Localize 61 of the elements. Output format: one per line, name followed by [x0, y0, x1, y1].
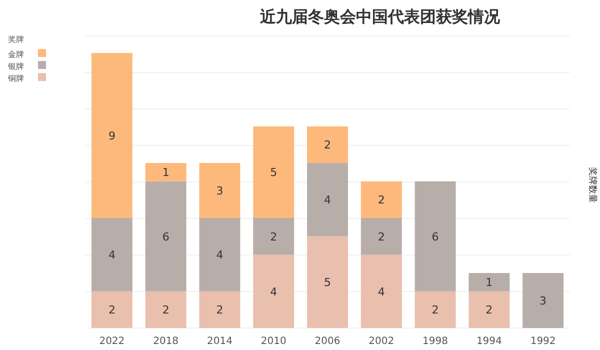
y-axis-title: 奖牌数量	[587, 167, 598, 203]
bar	[253, 218, 294, 255]
legend-label: 银牌	[7, 62, 24, 71]
bar	[307, 126, 348, 163]
data-label: 4	[108, 248, 116, 262]
data-label: 1	[486, 276, 493, 290]
x-tick-label: 2010	[260, 336, 286, 347]
data-label: 2	[270, 230, 278, 244]
bar	[91, 53, 132, 218]
data-label: 2	[108, 304, 116, 317]
bar	[91, 291, 132, 328]
x-tick-label: 2014	[206, 336, 232, 347]
bar	[468, 291, 510, 328]
bar	[360, 254, 402, 328]
x-tick-label: 2022	[99, 336, 125, 347]
data-label: 1	[162, 166, 170, 180]
bar	[360, 181, 402, 218]
bar	[145, 181, 186, 292]
x-tick-label: 2002	[368, 336, 394, 347]
data-label: 4	[378, 285, 385, 298]
bar	[253, 254, 294, 328]
x-tick-label: 2006	[314, 336, 340, 347]
x-tick-label: 2018	[153, 336, 179, 347]
data-label: 2	[378, 194, 385, 207]
bar	[307, 163, 348, 236]
x-tick-label: 1994	[476, 336, 502, 347]
data-label: 2	[486, 304, 493, 317]
bar	[522, 273, 564, 328]
bar	[414, 181, 456, 292]
data-label: 2	[324, 138, 331, 152]
chart-title: 近九届冬奥会中国代表团获奖情况	[259, 7, 501, 26]
data-label: 2	[378, 230, 385, 244]
data-label: 4	[216, 248, 224, 262]
data-label: 6	[162, 230, 170, 244]
bar	[199, 218, 240, 292]
legend-title: 奖牌	[8, 35, 24, 44]
data-label: 4	[324, 194, 331, 207]
bar	[145, 291, 186, 328]
data-label: 6	[432, 230, 439, 244]
x-tick-label: 1992	[530, 336, 556, 347]
data-label: 2	[162, 304, 170, 317]
bar	[468, 273, 510, 292]
data-label: 4	[270, 285, 278, 298]
data-label: 2	[216, 304, 224, 317]
bar	[360, 218, 402, 255]
data-label: 5	[270, 166, 278, 180]
data-label: 2	[432, 304, 439, 317]
bar	[253, 126, 294, 218]
data-label: 9	[108, 130, 116, 142]
data-label: 5	[324, 276, 331, 290]
bar	[145, 163, 186, 182]
bar	[199, 163, 240, 218]
bar	[91, 218, 132, 292]
bar	[414, 291, 456, 328]
legend-label: 金牌	[8, 50, 24, 59]
data-label: 3	[216, 184, 224, 198]
data-label: 3	[540, 294, 547, 308]
bar	[199, 291, 240, 328]
legend-label: 铜牌	[7, 74, 24, 83]
x-tick-label: 1998	[422, 336, 448, 347]
bar	[307, 236, 348, 328]
